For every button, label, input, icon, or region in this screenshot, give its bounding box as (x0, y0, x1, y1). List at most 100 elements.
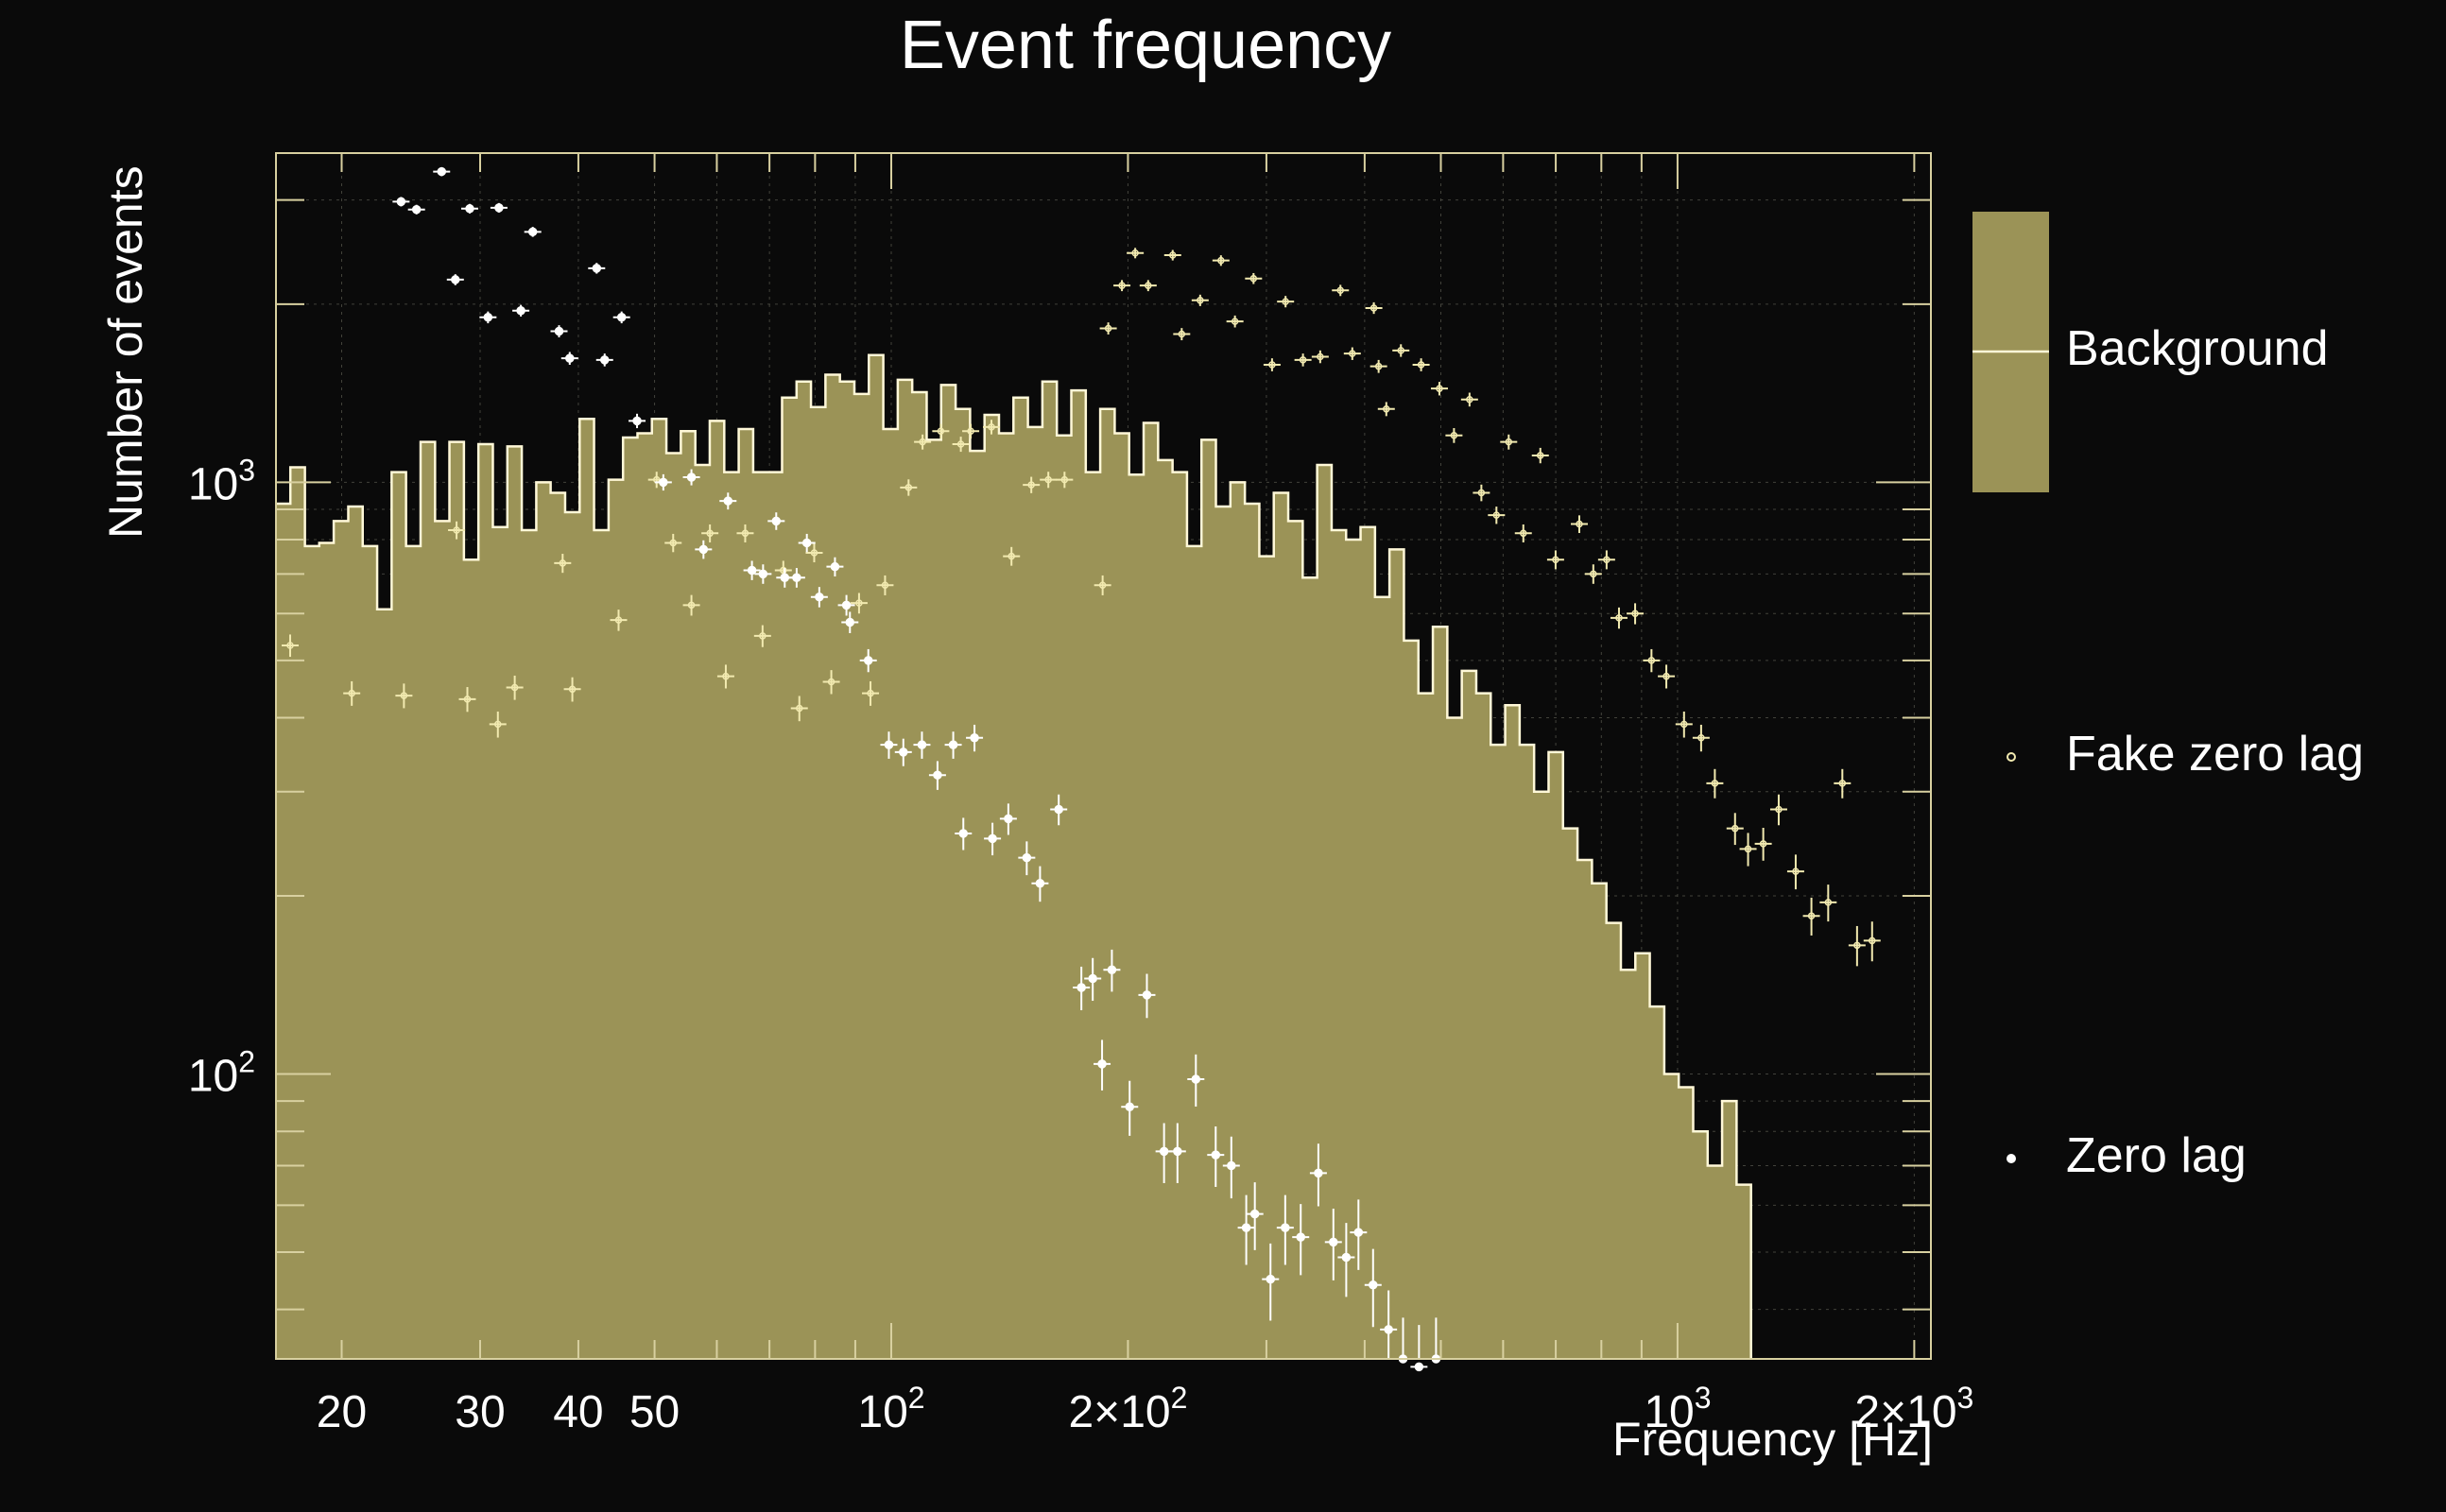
zero-lag-point (880, 731, 898, 759)
fake-zero-lag-point (1658, 664, 1676, 689)
fake-zero-lag-point (1369, 359, 1387, 373)
fake-zero-lag-point (914, 434, 932, 450)
zero-lag-point-marker (758, 569, 768, 579)
fake-zero-lag-point-marker (1374, 362, 1383, 370)
fake-zero-lag-point-marker (1217, 256, 1225, 265)
zero-lag-point (1222, 1136, 1240, 1199)
fake-zero-lag-point (489, 711, 507, 738)
fake-zero-lag-point-marker (510, 683, 519, 692)
zero-lag-series (392, 166, 1445, 1372)
zero-lag-point-marker (1088, 973, 1097, 984)
zero-lag-point (460, 203, 478, 214)
fake-zero-lag-point (1706, 768, 1724, 799)
fake-zero-lag-point (1263, 358, 1281, 371)
fake-zero-lag-point (1819, 885, 1837, 922)
x-tick-label: 2×102 (1068, 1381, 1187, 1437)
fake-zero-lag-point-marker (956, 440, 965, 448)
fake-zero-lag-point (1226, 315, 1244, 328)
zero-lag-point-marker (554, 326, 564, 336)
fake-zero-lag-point-marker (780, 566, 787, 575)
fake-zero-lag-point-marker (1044, 475, 1052, 484)
zero-lag-point-marker (516, 305, 525, 316)
zero-lag-point (1337, 1223, 1355, 1297)
zero-lag-point-marker (1142, 990, 1152, 1000)
zero-lag-point-marker (917, 740, 927, 749)
zero-lag-point-marker (1159, 1146, 1169, 1157)
fake-zero-lag-point (1277, 296, 1295, 308)
fake-zero-lag-point-marker (855, 599, 863, 607)
fake-zero-lag-point (1726, 813, 1744, 846)
fake-zero-lag-point-marker (1590, 570, 1597, 578)
fake-zero-lag-point (1311, 350, 1329, 364)
zero-lag-point (479, 311, 497, 324)
fake-zero-lag-point (1460, 392, 1478, 407)
legend-label-background: Background (2066, 321, 2329, 376)
fake-zero-lag-point (1643, 648, 1661, 673)
fake-zero-lag-point-marker (1744, 845, 1752, 853)
fake-zero-lag-point-marker (1098, 581, 1107, 589)
zero-lag-point (1364, 1248, 1382, 1328)
fake-zero-lag-point-marker (967, 427, 974, 436)
zero-lag-point-marker (863, 656, 873, 665)
fake-zero-lag-point (1610, 607, 1628, 629)
legend-marker-fake-zero-lag (2007, 752, 2016, 762)
fake-zero-lag-point-marker (400, 692, 408, 699)
fake-zero-lag-point-marker (1505, 438, 1513, 446)
zero-lag-point (841, 611, 859, 634)
zero-lag-point (984, 822, 1002, 856)
zero-lag-point (754, 564, 772, 584)
fake-zero-lag-point-marker (568, 685, 577, 694)
zero-lag-point-marker (1022, 852, 1032, 863)
zero-lag-point (1103, 949, 1121, 992)
fake-zero-lag-point-marker (1662, 672, 1670, 680)
fake-zero-lag-point (1430, 382, 1448, 396)
zero-lag-point-marker (747, 565, 757, 576)
fake-zero-lag-point-marker (614, 616, 623, 624)
fake-zero-lag-point (563, 677, 581, 702)
zero-lag-point (654, 473, 672, 491)
zero-lag-point-marker (1266, 1274, 1275, 1284)
fake-zero-lag-point (1500, 434, 1518, 450)
plot-frame (275, 152, 1932, 1360)
zero-lag-point-marker (815, 592, 824, 602)
fake-zero-lag-point-marker (1178, 330, 1186, 338)
zero-lag-point-marker (599, 355, 610, 365)
zero-lag-point (787, 568, 805, 588)
zero-lag-point (1121, 1080, 1139, 1136)
zero-lag-point-marker (988, 833, 997, 844)
zero-lag-point-marker (1414, 1362, 1424, 1372)
zero-lag-point-marker (1097, 1059, 1107, 1069)
fake-zero-lag-point-marker (1008, 552, 1015, 560)
x-axis-title: Frequency [Hz] (1612, 1413, 1933, 1466)
zero-lag-point (1084, 957, 1102, 1002)
fake-zero-lag-point-marker (1824, 899, 1833, 906)
zero-lag-point (512, 304, 530, 317)
fake-zero-lag-point-marker (706, 529, 714, 538)
fake-zero-lag-point-marker (1131, 249, 1139, 257)
fake-zero-lag-point (1754, 827, 1772, 861)
zero-lag-point (1031, 866, 1049, 902)
fake-zero-lag-point (458, 687, 476, 713)
zero-lag-point (612, 311, 630, 324)
histogram-outline (276, 353, 1752, 1359)
zero-lag-point (407, 204, 425, 215)
zero-lag-point (894, 738, 912, 766)
zero-lag-point-marker (1341, 1252, 1352, 1263)
fake-zero-lag-point (282, 634, 300, 658)
fake-zero-lag-point-marker (1197, 297, 1204, 304)
fake-zero-lag-point (1139, 280, 1157, 292)
fake-zero-lag-point-marker (1299, 356, 1307, 364)
x-tick-label: 50 (629, 1387, 680, 1437)
zero-lag-point-marker (632, 416, 642, 426)
zero-lag-point-marker (451, 275, 460, 284)
zero-lag-point-marker (1227, 1160, 1236, 1171)
zero-lag-point-marker (1314, 1168, 1323, 1178)
fake-zero-lag-point (343, 680, 361, 706)
fake-zero-lag-point-marker (919, 438, 926, 446)
zero-lag-point-marker (933, 770, 942, 780)
fake-zero-lag-point-marker (687, 601, 696, 610)
zero-lag-point (859, 648, 877, 673)
fake-zero-lag-point-marker (559, 559, 567, 567)
fake-zero-lag-point (805, 543, 823, 563)
fake-zero-lag-point-marker (937, 427, 945, 436)
